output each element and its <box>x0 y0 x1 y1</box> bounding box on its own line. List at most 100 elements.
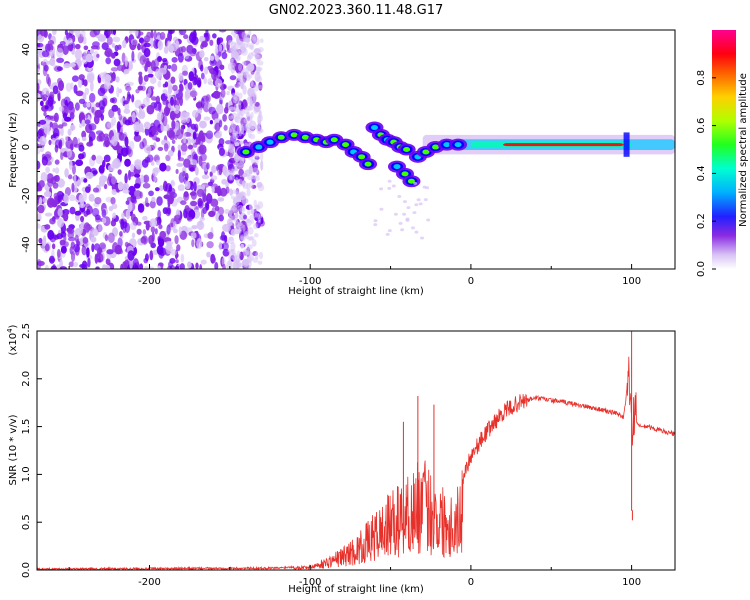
noise-speckle <box>117 121 121 132</box>
noise-speckle <box>204 67 208 75</box>
noise-speckle <box>49 256 55 264</box>
snr-y-tick-label: 0.5 <box>21 514 32 530</box>
noise-speckle <box>206 203 210 211</box>
noise-speckle <box>246 112 250 118</box>
noise-speckle <box>106 249 113 254</box>
noise-speckle <box>113 37 121 43</box>
noise-speckle <box>248 95 252 101</box>
noise-speckle <box>72 164 76 174</box>
noise-speckle <box>108 232 115 243</box>
noise-speckle <box>98 78 101 84</box>
noise-speckle <box>112 97 117 104</box>
noise-speckle <box>129 260 132 270</box>
noise-speckle <box>83 178 87 183</box>
noise-speckle <box>89 194 95 202</box>
noise-speckle <box>63 212 68 221</box>
tail-dot <box>425 186 429 189</box>
noise-speckle <box>202 192 205 202</box>
noise-speckle <box>222 114 227 122</box>
spectrogram-x-ticks: -200 -100 0 100 <box>69 264 641 287</box>
noise-speckle <box>131 214 136 222</box>
noise-speckle <box>151 226 155 233</box>
noise-speckle <box>84 45 89 50</box>
noise-speckle <box>111 105 118 112</box>
noise-speckle <box>131 51 134 62</box>
noise-speckle <box>183 192 189 201</box>
noise-speckle <box>134 265 138 272</box>
signal-blob <box>255 145 262 150</box>
noise-speckle <box>35 48 42 55</box>
noise-speckle <box>116 87 119 98</box>
noise-speckle <box>127 250 134 261</box>
colorbar-tick-label: 0.8 <box>696 70 707 86</box>
noise-speckle <box>176 244 180 251</box>
tail-dot <box>413 182 417 185</box>
noise-speckle <box>168 150 174 156</box>
noise-speckle <box>42 94 47 101</box>
noise-speckle <box>242 61 247 66</box>
noise-speckle <box>217 186 221 197</box>
noise-speckle <box>155 228 158 234</box>
signal-blob <box>371 125 378 130</box>
noise-speckle <box>159 163 166 172</box>
noise-speckle <box>166 191 173 202</box>
noise-speckle <box>55 139 61 148</box>
noise-speckle <box>152 232 155 242</box>
noise-speckle <box>211 207 216 216</box>
noise-speckle <box>70 82 73 89</box>
noise-speckle <box>144 48 151 57</box>
spectrogram-x-axis-label: Height of straight line (km) <box>288 286 424 297</box>
noise-speckle <box>231 195 235 199</box>
noise-speckle <box>43 112 46 117</box>
noise-speckle <box>119 132 124 141</box>
noise-speckle <box>170 76 175 83</box>
noise-speckle <box>250 219 254 224</box>
noise-speckle <box>258 261 263 265</box>
noise-speckle <box>79 123 82 128</box>
noise-speckle <box>64 168 69 177</box>
noise-speckle <box>223 84 227 89</box>
noise-speckle <box>171 180 175 186</box>
snr-y-tick-label: 2.5 <box>21 323 32 339</box>
noise-speckle <box>228 40 233 46</box>
noise-speckle <box>98 87 106 96</box>
noise-speckle <box>145 203 149 207</box>
noise-speckle <box>237 109 241 117</box>
noise-speckle <box>246 183 250 190</box>
noise-speckle <box>57 66 63 71</box>
noise-speckle <box>234 218 238 223</box>
noise-speckle <box>211 70 217 80</box>
noise-speckle <box>144 75 149 82</box>
noise-speckle <box>199 144 207 154</box>
noise-speckle <box>185 205 190 211</box>
noise-speckle <box>255 125 260 130</box>
noise-speckle <box>60 152 63 160</box>
noise-speckle <box>144 43 151 48</box>
noise-speckle <box>82 137 87 141</box>
noise-speckle <box>126 210 131 219</box>
noise-speckle <box>150 77 156 84</box>
noise-speckle <box>47 197 55 208</box>
noise-speckle <box>42 50 50 57</box>
noise-speckle <box>132 112 136 123</box>
noise-speckle <box>247 219 250 223</box>
colorbar-label: Normalized spectral amplitude <box>738 73 749 227</box>
noise-speckle <box>199 121 207 129</box>
spectrogram-y-tick-label: -20 <box>21 188 32 204</box>
noise-speckle <box>191 239 194 247</box>
noise-speckle <box>253 223 258 230</box>
noise-speckle <box>120 264 123 273</box>
noise-speckle <box>181 143 188 152</box>
noise-speckle <box>145 157 151 163</box>
tail-dot <box>414 231 418 234</box>
noise-speckle <box>237 250 241 257</box>
noise-speckle <box>156 160 161 166</box>
noise-speckle <box>197 109 202 113</box>
noise-speckle <box>171 120 175 130</box>
noise-speckle <box>141 237 147 244</box>
noise-speckle <box>158 248 164 259</box>
noise-speckle <box>199 217 205 221</box>
noise-speckle <box>164 143 169 152</box>
noise-speckle <box>238 100 242 105</box>
colorbar-tick-label: 0.4 <box>696 165 707 181</box>
